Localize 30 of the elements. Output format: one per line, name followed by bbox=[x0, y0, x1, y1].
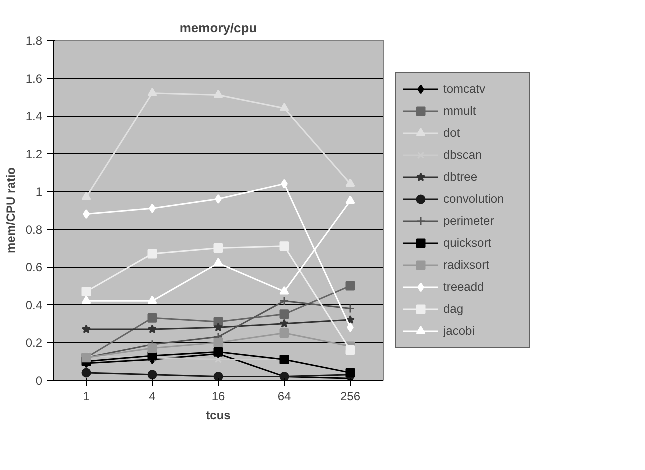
y-tick-label: 1.4 bbox=[26, 110, 43, 124]
legend-label: tomcatv bbox=[444, 81, 487, 98]
x-tick-label: 16 bbox=[212, 390, 226, 404]
chart-title: memory/cpu bbox=[180, 20, 258, 36]
x-tick-label: 256 bbox=[340, 390, 361, 404]
legend-label: dag bbox=[444, 301, 465, 318]
legend-label: dbtree bbox=[444, 169, 479, 186]
y-tick-label: 0.6 bbox=[26, 260, 43, 275]
y-tick-label: 0.4 bbox=[26, 298, 43, 312]
legend-label: dbscan bbox=[444, 147, 484, 164]
legend-label: mmult bbox=[444, 103, 478, 120]
y-tick-label: 1.8 bbox=[26, 34, 43, 48]
legend-label: convolution bbox=[444, 191, 506, 208]
legend-label: treeadd bbox=[444, 279, 486, 296]
x-tick-label: 1 bbox=[83, 390, 90, 404]
y-tick-label: 0.2 bbox=[26, 336, 43, 350]
y-tick-label: 1 bbox=[36, 185, 43, 200]
legend-label: perimeter bbox=[444, 213, 496, 230]
legend-label: dot bbox=[444, 125, 462, 142]
x-axis-title: tcus bbox=[206, 408, 232, 422]
y-tick-label: 1.6 bbox=[26, 72, 43, 86]
legend-label: radixsort bbox=[444, 257, 491, 274]
x-tick-label: 4 bbox=[149, 390, 156, 404]
legend-label: quicksort bbox=[444, 235, 493, 252]
y-tick-label: 1.2 bbox=[26, 147, 43, 162]
y-axis-title: mem/CPU ratio bbox=[4, 167, 18, 254]
legend-label: jacobi bbox=[444, 323, 476, 340]
y-tick-label: 0 bbox=[36, 374, 43, 388]
x-tick-label: 64 bbox=[278, 390, 292, 404]
y-tick-label: 0.8 bbox=[26, 222, 43, 237]
